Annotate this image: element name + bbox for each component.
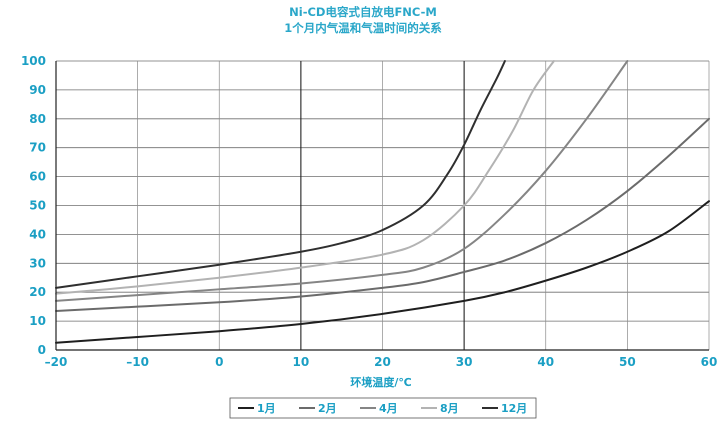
legend-label: 1月 [257,402,276,415]
legend-box [229,397,537,419]
series-line-5 [55,60,506,289]
chart-title-line-1: Ni-CD电容式自放电FNC-M [289,5,437,19]
chart-title-line-2: 1个月内气温和气温时间的关系 [284,21,442,35]
y-tick-label: 10 [29,314,46,328]
legend: 1月 2月 4月 8月 12月 [229,397,537,419]
series-line-3 [55,60,629,302]
x-tick-label: 0 [215,355,223,369]
series-lines [55,60,710,344]
x-tick-label: –10 [126,355,149,369]
x-tick-label: 30 [456,355,473,369]
axes [55,61,709,351]
series-line-1 [55,200,710,344]
legend-label: 8月 [440,402,459,415]
x-tick-label: 40 [537,355,554,369]
y-tick-label: 80 [29,112,46,126]
x-tick-label: 10 [293,355,310,369]
series-line-2 [55,117,710,312]
x-tick-label: 20 [374,355,391,369]
y-tick-label: 90 [29,83,46,97]
y-tick-label: 0 [38,343,46,357]
legend-label: 12月 [501,402,527,415]
y-tick-label: 20 [29,285,46,299]
y-tick-label: 50 [29,199,46,213]
x-tick-label: –20 [45,355,68,369]
y-tick-label: 40 [29,227,46,241]
y-tick-label: 100 [21,54,46,68]
y-tick-label: 60 [29,170,46,184]
legend-label: 2月 [318,402,337,415]
x-tick-label: 60 [701,355,718,369]
x-tick-label: 50 [619,355,636,369]
x-axis-label: 环境温度/℃ [350,375,411,389]
legend-label: 4月 [379,402,398,415]
y-tick-label: 70 [29,141,46,155]
tick-labels: –20 –10 0 10 20 30 40 50 60 0 10 20 30 40 50 60 70 80 90 10… [21,54,717,369]
series-line-4 [55,60,555,295]
y-tick-label: 30 [29,256,46,270]
